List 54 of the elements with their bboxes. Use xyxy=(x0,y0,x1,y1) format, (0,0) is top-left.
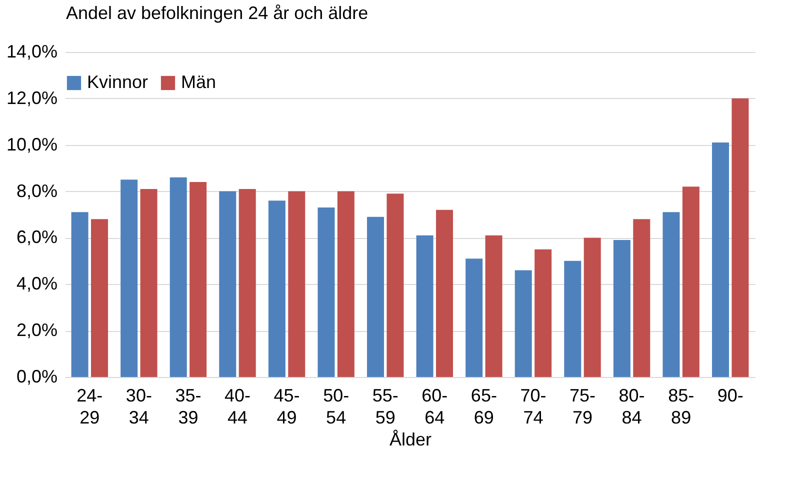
bar xyxy=(386,194,404,377)
x-tick-label: 24-29 xyxy=(76,386,103,428)
x-tick-label: 45-49 xyxy=(274,386,300,428)
bar xyxy=(662,212,680,377)
y-tick-label: 8,0% xyxy=(16,180,58,201)
bar xyxy=(534,249,552,377)
x-tick-label: 50-54 xyxy=(323,386,350,428)
bar xyxy=(337,191,354,377)
y-tick-label: 14,0% xyxy=(6,42,58,62)
x-tick-label: 30-34 xyxy=(126,386,152,428)
bar xyxy=(712,142,729,377)
bar xyxy=(190,182,207,377)
bar xyxy=(238,188,256,377)
y-tick-label: 2,0% xyxy=(16,320,58,340)
x-tick-label: 70-74 xyxy=(520,386,546,428)
bar xyxy=(564,260,582,377)
bar xyxy=(367,216,384,377)
bar xyxy=(416,235,434,377)
y-tick-label: 12,0% xyxy=(6,88,58,108)
bar xyxy=(170,177,187,377)
x-axis-title: Ålder xyxy=(389,430,432,450)
bar xyxy=(485,235,502,377)
x-tick-label: 75-79 xyxy=(569,386,596,428)
bar xyxy=(288,191,306,377)
bar xyxy=(682,186,700,377)
bar xyxy=(91,219,108,377)
bar xyxy=(633,219,650,377)
bar xyxy=(436,210,453,377)
bar xyxy=(140,188,158,377)
x-tick-label: 65-69 xyxy=(470,386,497,428)
legend-label: Män xyxy=(181,72,216,92)
x-tick-label: 85-89 xyxy=(668,386,694,428)
bar xyxy=(268,200,286,377)
legend-label: Kvinnor xyxy=(87,72,148,92)
bar xyxy=(318,208,335,377)
x-tick-label: 90- xyxy=(717,386,744,406)
x-tick-label: 40-44 xyxy=(224,386,251,428)
y-tick-label: 6,0% xyxy=(16,227,58,248)
bar xyxy=(514,270,532,377)
bar xyxy=(732,98,749,377)
y-tick-label: 0,0% xyxy=(16,366,58,386)
bar xyxy=(466,258,483,377)
y-tick-label: 4,0% xyxy=(16,274,58,294)
bar xyxy=(71,212,88,377)
x-tick-label: 60-64 xyxy=(422,386,448,428)
bar xyxy=(120,180,138,377)
x-tick-label: 80-84 xyxy=(618,386,645,428)
bar xyxy=(584,238,601,377)
chart-title: Andel av befolkningen 24 år och äldre xyxy=(66,3,368,23)
bar xyxy=(219,191,236,377)
x-tick-label: 55-59 xyxy=(372,386,398,428)
bar xyxy=(613,240,630,377)
y-tick-label: 10,0% xyxy=(6,134,58,154)
x-tick-label: 35-39 xyxy=(175,386,202,428)
